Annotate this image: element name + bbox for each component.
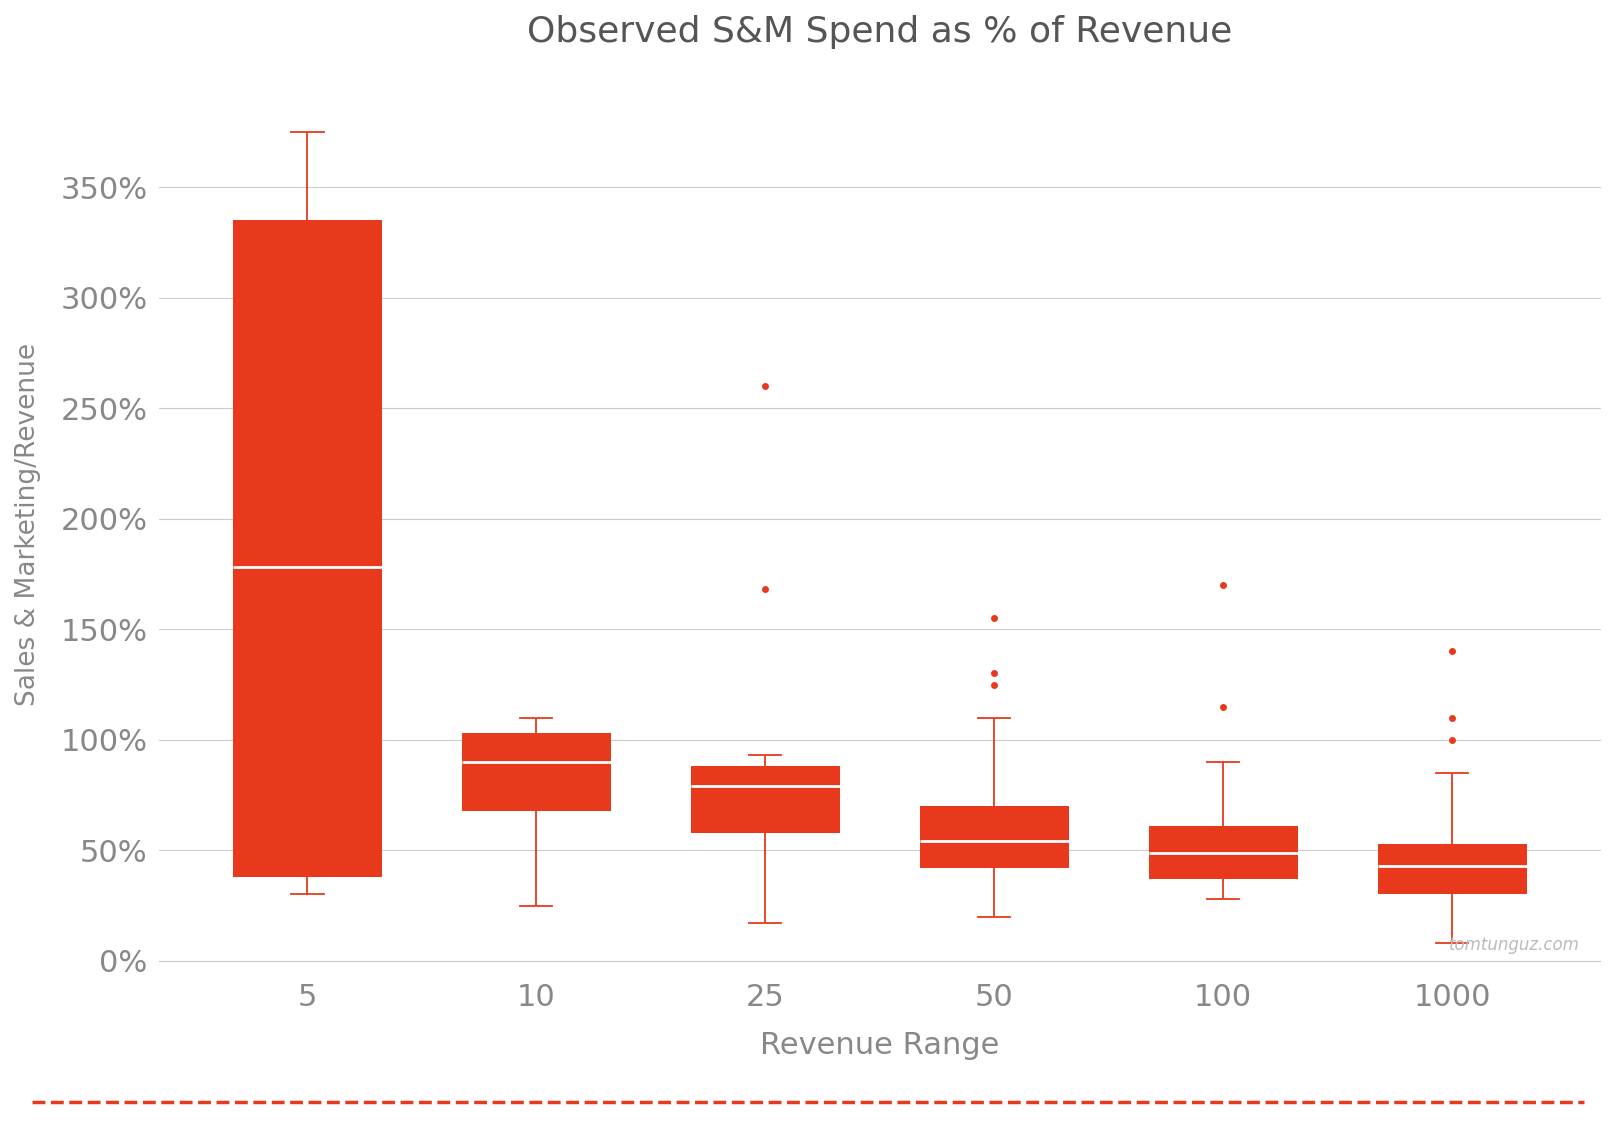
Bar — [920, 806, 1068, 868]
Title: Observed S&M Spend as % of Revenue: Observed S&M Spend as % of Revenue — [527, 15, 1233, 49]
Bar — [462, 733, 611, 810]
Bar — [692, 766, 840, 833]
Text: tomtunguz.com: tomtunguz.com — [1448, 935, 1579, 954]
Bar — [233, 221, 381, 876]
X-axis label: Revenue Range: Revenue Range — [760, 1031, 1000, 1061]
Bar — [1149, 826, 1298, 879]
Y-axis label: Sales & Marketing/Revenue: Sales & Marketing/Revenue — [15, 343, 40, 706]
Bar — [1378, 843, 1527, 894]
